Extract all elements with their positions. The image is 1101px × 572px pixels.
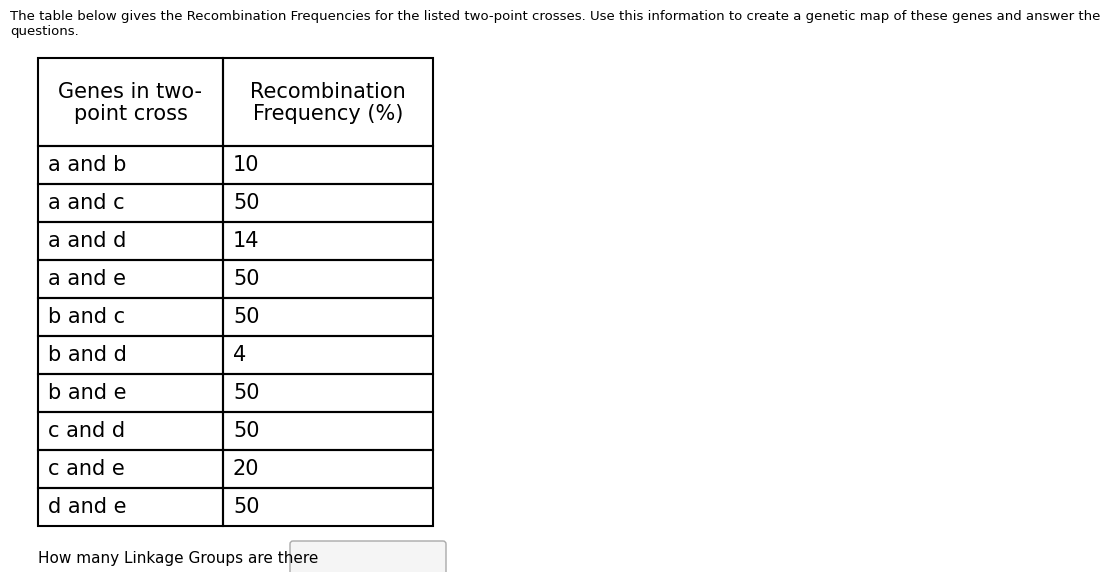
Text: b and e: b and e	[48, 383, 127, 403]
Text: a and b: a and b	[48, 155, 127, 175]
Text: c and e: c and e	[48, 459, 124, 479]
Bar	[39, 336, 224, 374]
Bar	[39, 374, 224, 412]
Text: d and e: d and e	[48, 497, 127, 517]
Text: 20: 20	[233, 459, 260, 479]
Text: The table below gives the Recombination Frequencies for the listed two-point cro: The table below gives the Recombination …	[10, 10, 1101, 38]
Bar	[39, 222, 224, 260]
Text: a and e: a and e	[48, 269, 126, 289]
Text: 50: 50	[233, 497, 260, 517]
Text: 50: 50	[233, 383, 260, 403]
Bar	[39, 450, 224, 488]
Text: b and d: b and d	[48, 345, 127, 365]
Bar	[224, 412, 433, 450]
Bar	[39, 146, 224, 184]
Bar	[224, 146, 433, 184]
FancyBboxPatch shape	[290, 541, 446, 572]
Text: a and d: a and d	[48, 231, 127, 251]
Bar	[39, 412, 224, 450]
Text: a and c: a and c	[48, 193, 124, 213]
Text: 50: 50	[233, 421, 260, 441]
Bar	[224, 184, 433, 222]
Text: Recombination: Recombination	[250, 82, 406, 102]
Text: Frequency (%): Frequency (%)	[253, 104, 403, 124]
Text: b and c: b and c	[48, 307, 126, 327]
Text: 4: 4	[233, 345, 247, 365]
Bar	[39, 184, 224, 222]
Text: 50: 50	[233, 193, 260, 213]
Bar	[224, 336, 433, 374]
Bar	[224, 260, 433, 298]
Bar	[224, 374, 433, 412]
Bar	[224, 222, 433, 260]
Bar	[224, 58, 433, 146]
Bar	[224, 450, 433, 488]
Bar	[39, 298, 224, 336]
Text: 10: 10	[233, 155, 260, 175]
Text: 50: 50	[233, 307, 260, 327]
Bar	[39, 58, 224, 146]
Text: 14: 14	[233, 231, 260, 251]
Text: 50: 50	[233, 269, 260, 289]
Bar	[39, 260, 224, 298]
Bar	[39, 488, 224, 526]
Bar	[224, 298, 433, 336]
Text: How many Linkage Groups are there: How many Linkage Groups are there	[39, 550, 318, 566]
Text: c and d: c and d	[48, 421, 126, 441]
Text: Genes in two-: Genes in two-	[58, 82, 203, 102]
Text: point cross: point cross	[74, 104, 187, 124]
Bar	[224, 488, 433, 526]
